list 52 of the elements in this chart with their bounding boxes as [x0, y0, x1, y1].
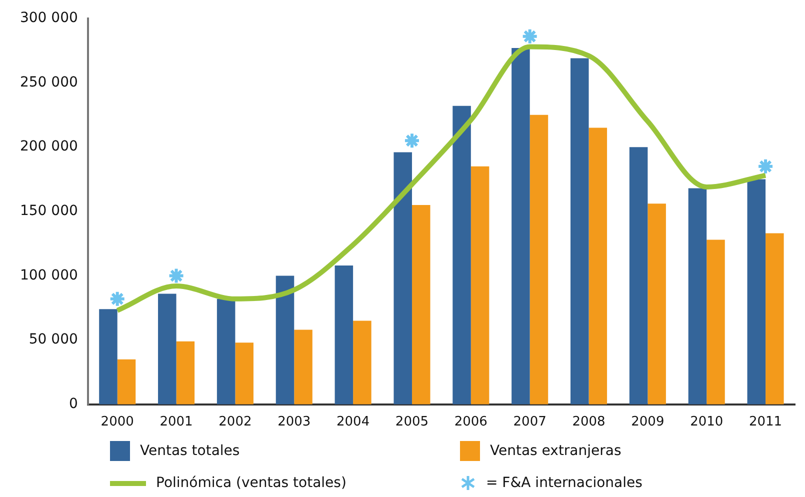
- x-tick-label: 2006: [454, 414, 488, 430]
- x-tick-label: 2001: [160, 414, 193, 430]
- legend-label: Polinómica (ventas totales): [156, 475, 346, 491]
- bar: [570, 58, 589, 404]
- point: [168, 267, 185, 284]
- y-tick-label: 0: [68, 396, 78, 412]
- bar: [235, 342, 254, 404]
- point: [403, 132, 420, 150]
- bar: [452, 106, 471, 404]
- bar: [747, 179, 766, 404]
- bar: [99, 309, 118, 404]
- bar: [648, 204, 666, 404]
- x-tick-label: 2009: [631, 414, 664, 430]
- legend-label: Ventas extranjeras: [490, 443, 622, 459]
- x-tick-label: 2003: [278, 414, 311, 430]
- x-tick-label: 2002: [218, 414, 252, 430]
- y-tick-label: 100 000: [20, 267, 78, 284]
- bar: [158, 294, 176, 404]
- x-tick-label: 2011: [748, 414, 782, 430]
- bar: [512, 48, 530, 404]
- y-tick-label: 50 000: [28, 332, 78, 348]
- point: [757, 158, 774, 175]
- bar: [688, 188, 707, 404]
- bar: [629, 147, 648, 404]
- bar: [216, 298, 236, 404]
- bar: [706, 240, 725, 404]
- legend-label: = F&A internacionales: [486, 475, 642, 491]
- y-tick-label: 250 000: [20, 74, 78, 90]
- bar: [588, 128, 608, 404]
- bar: [353, 320, 372, 404]
- y-tick-label: 150 000: [20, 203, 78, 220]
- point: [108, 290, 126, 308]
- bar: [470, 166, 490, 404]
- x-tick-label: 2008: [572, 414, 606, 430]
- bar: [766, 233, 784, 404]
- x-tick-label: 2007: [513, 414, 546, 430]
- legend-label: Ventas totales: [140, 443, 240, 459]
- bar: [394, 152, 412, 404]
- bar: [412, 204, 430, 404]
- bar: [530, 114, 548, 404]
- x-tick-label: 2010: [690, 414, 724, 430]
- y-tick-label: 200 000: [20, 138, 78, 155]
- bar: [276, 276, 294, 404]
- bar: [117, 359, 136, 404]
- x-tick-label: 2005: [395, 414, 429, 430]
- bar: [176, 341, 195, 404]
- x-tick-label: 2000: [100, 414, 134, 430]
- bar: [294, 330, 312, 404]
- y-tick-label: 300 000: [20, 10, 78, 26]
- x-tick-label: 2004: [336, 414, 370, 430]
- bar: [334, 265, 354, 404]
- point: [521, 28, 538, 45]
